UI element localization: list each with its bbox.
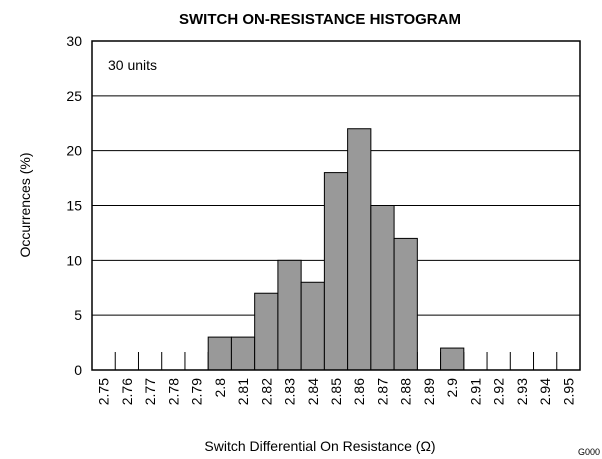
y-tick-label: 15 (66, 198, 82, 214)
x-tick-label: 2.81 (235, 378, 251, 405)
bar (393, 237, 418, 371)
x-tick-label: 2.88 (398, 378, 414, 405)
x-tick-label: 2.89 (421, 378, 437, 405)
x-tick-label: 2.8 (212, 378, 228, 398)
bar (207, 336, 232, 371)
y-tick-label: 30 (66, 33, 82, 49)
x-tick-label: 2.82 (258, 378, 274, 405)
x-tick-label: 2.79 (189, 378, 205, 405)
x-tick-label: 2.94 (537, 378, 553, 405)
y-tick-label: 10 (66, 252, 82, 268)
x-tick-label: 2.86 (351, 378, 367, 405)
bar (440, 347, 465, 371)
x-tick-label: 2.9 (444, 378, 460, 398)
x-tick-label: 2.77 (142, 378, 158, 405)
x-tick-label: 2.76 (119, 378, 135, 405)
bar (300, 281, 325, 371)
y-tick-label: 20 (66, 143, 82, 159)
y-tick-label: 0 (74, 362, 82, 378)
y-tick-label: 5 (74, 307, 82, 323)
x-tick-label: 2.85 (328, 378, 344, 405)
y-tick-label: 25 (66, 88, 82, 104)
x-tick-label: 2.93 (514, 378, 530, 405)
x-axis-label: Switch Differential On Resistance (Ω) (204, 438, 435, 454)
bar (370, 205, 395, 371)
plot-frame (91, 40, 581, 371)
x-tick-label: 2.78 (165, 378, 181, 405)
footnote: G000 (578, 447, 600, 457)
y-axis-label: Occurrences (%) (17, 152, 33, 257)
bar (230, 336, 256, 371)
bar (323, 172, 349, 371)
bar (254, 292, 279, 371)
bar (347, 128, 372, 371)
x-tick-label: 2.75 (96, 378, 112, 405)
x-tick-label: 2.87 (374, 378, 390, 405)
x-tick-label: 2.91 (467, 378, 483, 405)
annotation: 30 units (108, 57, 157, 73)
chart-title: SWITCH ON-RESISTANCE HISTOGRAM (179, 11, 461, 28)
x-tick-label: 2.83 (282, 378, 298, 405)
x-tick-label: 2.84 (305, 378, 321, 405)
x-tick-label: 2.95 (560, 378, 576, 405)
x-tick-label: 2.92 (491, 378, 507, 405)
bar (277, 259, 302, 371)
